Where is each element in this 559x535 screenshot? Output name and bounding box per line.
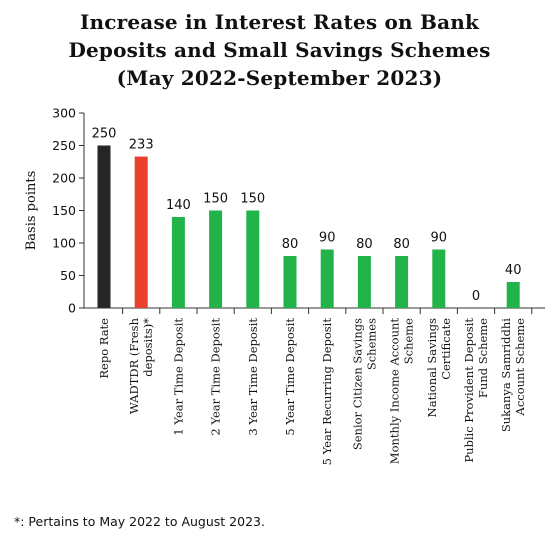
data-label: 150 [240,192,265,207]
x-category-label: Repo Rate [97,318,111,379]
x-category-label: 3 Year Time Deposit [246,318,260,436]
x-category-label: Certificate [439,318,453,380]
bar [357,256,371,308]
chart-footnote: *: Pertains to May 2022 to August 2023. [14,514,265,529]
x-category-label: WADTDR (Fresh [127,317,141,414]
bar [246,210,260,308]
bar [506,282,520,308]
x-category-label: Schemes [364,318,378,370]
x-category-label: Account Scheme [513,318,527,417]
y-tick-label: 0 [68,301,76,316]
bar [209,210,223,308]
bar [395,256,409,308]
chart-title-line-3: (May 2022-September 2023) [116,66,443,90]
y-tick-label: 300 [52,106,76,121]
data-label: 0 [472,289,480,304]
x-category-label: Monthly Income Account [388,318,402,465]
y-tick-label: 200 [52,171,76,186]
x-category-label: 1 Year Time Deposit [171,318,185,436]
x-category-label: Scheme [402,318,416,364]
x-category-label: 5 Year Recurring Deposit [320,318,334,466]
x-category-label: 2 Year Time Deposit [209,318,223,436]
data-label: 80 [356,237,373,252]
bar [283,256,297,308]
data-label: 250 [92,127,117,142]
data-label: 80 [393,237,410,252]
bar [97,145,111,308]
y-tick-label: 100 [52,236,76,251]
data-label: 90 [431,231,448,246]
bar [320,249,334,308]
data-label: 140 [166,198,191,213]
x-category-label: 5 Year Time Deposit [283,318,297,436]
x-category-label: Sukanya Samriddhi [499,318,513,432]
y-tick-label: 50 [60,268,76,283]
bar [432,249,446,308]
data-label: 150 [203,192,228,207]
x-category-label: Fund Scheme [476,318,490,398]
bar [134,156,148,308]
data-label: 90 [319,231,336,246]
data-label: 40 [505,263,522,278]
chart-title-line-1: Increase in Interest Rates on Bank [79,10,480,34]
y-tick-label: 250 [52,138,76,153]
x-category-label: National Savings [425,318,439,417]
x-category-label: Senior Citizen Savings [350,318,364,450]
data-label: 233 [129,138,154,153]
x-category-label: deposits)* [141,318,155,377]
chart-title-line-2: Deposits and Small Savings Schemes [68,38,491,62]
chart-title: Increase in Interest Rates on Bank Depos… [0,8,559,92]
y-tick-label: 150 [52,203,76,218]
x-category-label: Public Provident Deposit [462,318,476,463]
bar [171,217,185,308]
y-axis-title: Basis points [24,171,39,251]
data-label: 80 [282,237,299,252]
